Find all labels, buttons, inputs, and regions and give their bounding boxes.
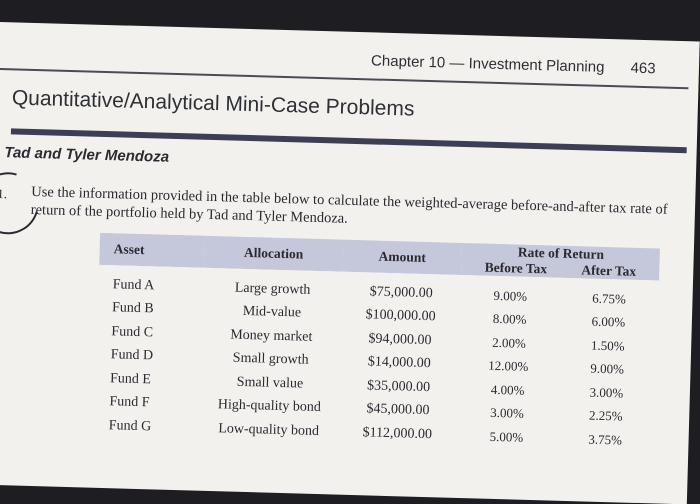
book-page: Chapter 10 — Investment Planning 463 Qua… xyxy=(0,22,700,504)
col-before-tax: Before Tax xyxy=(484,259,548,277)
page-number: 463 xyxy=(630,59,656,78)
cell-after-tax: 9.00% xyxy=(557,356,657,383)
cell-asset: Fund C xyxy=(97,319,203,347)
cell-after-tax: 2.25% xyxy=(556,403,656,430)
cell-before-tax: 12.00% xyxy=(458,353,559,380)
cell-allocation: Large growth xyxy=(203,267,343,304)
cell-after-tax: 3.00% xyxy=(556,379,657,406)
cell-after-tax: 1.50% xyxy=(558,332,658,359)
col-rate-of-return: Rate of Return Before Tax After Tax xyxy=(461,243,659,281)
cell-asset: Fund D xyxy=(96,343,203,370)
portfolio-table: Asset Allocation Amount Rate of Return B… xyxy=(94,232,660,453)
cell-asset: Fund E xyxy=(95,366,202,394)
cell-after-tax: 6.00% xyxy=(558,309,659,336)
col-after-tax: After Tax xyxy=(581,262,637,279)
question-text: Use the information provided in the tabl… xyxy=(30,183,668,227)
question-number: 1. xyxy=(0,185,8,202)
cell-amount: $45,000.00 xyxy=(337,397,458,424)
cell-amount: $100,000.00 xyxy=(340,303,461,330)
section-title: Quantitative/Analytical Mini-Case Proble… xyxy=(11,86,415,121)
cell-before-tax: 3.00% xyxy=(457,400,557,427)
chapter-title: Chapter 10 — Investment Planning xyxy=(370,52,605,76)
col-amount: Amount xyxy=(378,248,427,265)
running-header: Chapter 10 — Investment Planning 463 xyxy=(371,52,656,77)
case-title: Tad and Tyler Mendoza xyxy=(4,144,170,166)
cell-amount: $94,000.00 xyxy=(339,326,460,354)
cell-before-tax: 8.00% xyxy=(459,306,560,333)
cell-before-tax: 4.00% xyxy=(457,376,558,404)
cell-after-tax: 6.75% xyxy=(559,277,660,312)
cell-asset: Fund B xyxy=(97,296,204,323)
col-allocation: Allocation xyxy=(243,244,304,262)
cell-before-tax: 2.00% xyxy=(459,329,559,357)
cell-asset: Fund A xyxy=(98,264,205,300)
cell-after-tax: 3.75% xyxy=(555,426,655,453)
cell-before-tax: 9.00% xyxy=(460,274,561,310)
cell-amount: $75,000.00 xyxy=(341,271,462,307)
cell-before-tax: 5.00% xyxy=(456,423,557,451)
cell-amount: $14,000.00 xyxy=(339,350,460,377)
cell-allocation: Low-quality bond xyxy=(199,416,338,445)
cell-amount: $112,000.00 xyxy=(337,420,458,448)
col-asset: Asset xyxy=(113,241,145,258)
cell-asset: Fund G xyxy=(94,413,201,441)
cell-asset: Fund F xyxy=(95,390,201,417)
table-body: Fund A Large growth $75,000.00 9.00% 6.75% Fu… xyxy=(94,264,660,453)
cell-amount: $35,000.00 xyxy=(338,373,459,401)
